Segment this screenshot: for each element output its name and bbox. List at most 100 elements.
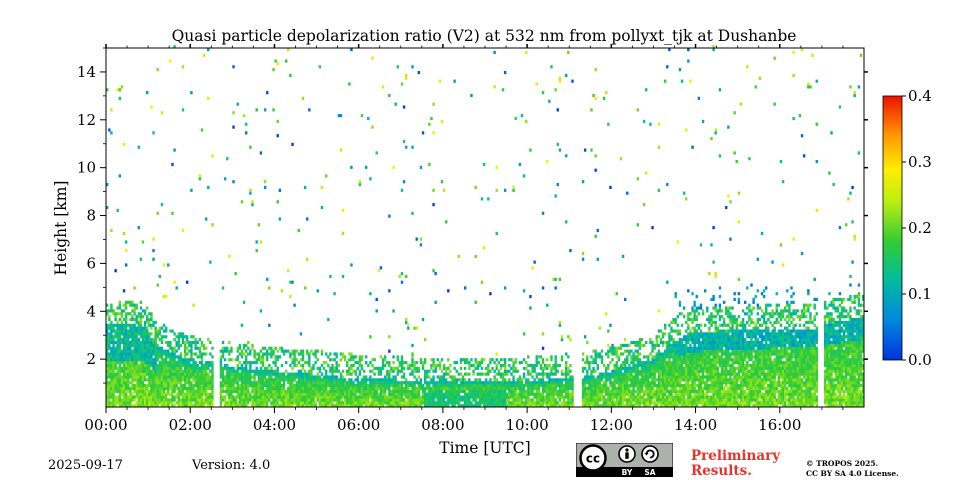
- heatmap-cell: [680, 338, 684, 342]
- heatmap-cell: [459, 378, 463, 382]
- heatmap-cell: [497, 398, 501, 402]
- heatmap-cell: [127, 358, 130, 362]
- heatmap-cell: [207, 378, 210, 382]
- heatmap-cell: [674, 294, 677, 299]
- heatmap-cell: [308, 401, 311, 405]
- heatmap-cell: [219, 349, 223, 353]
- heatmap-cell: [674, 343, 677, 347]
- heatmap-cell: [276, 355, 279, 359]
- heatmap-cell: [379, 384, 383, 388]
- heatmap-cell: [676, 375, 680, 379]
- heatmap-cell: [112, 404, 115, 408]
- heatmap-cell: [133, 346, 136, 350]
- heatmap-cell: [230, 349, 233, 353]
- heatmap-cell: [352, 355, 355, 359]
- heatmap-cell: [512, 401, 515, 405]
- heatmap-cell: [162, 401, 166, 405]
- heatmap-cell: [139, 381, 143, 385]
- heatmap-cell: [621, 404, 625, 408]
- heatmap-cell: [621, 372, 625, 376]
- heatmap-cell: [512, 369, 515, 373]
- heatmap-cell: [259, 381, 263, 385]
- heatmap-cell: [173, 358, 176, 362]
- heatmap-cell: [560, 381, 564, 385]
- heatmap-cell: [388, 389, 391, 393]
- heatmap-cell: [539, 384, 543, 388]
- heatmap-cell: [133, 404, 136, 408]
- heatmap-cell: [400, 369, 404, 373]
- heatmap-cell: [691, 352, 694, 356]
- heatmap-cell: [190, 91, 193, 95]
- heatmap-cell: [303, 372, 307, 376]
- heatmap-cell: [129, 366, 132, 370]
- heatmap-cell: [122, 363, 126, 368]
- heatmap-cell: [666, 386, 669, 391]
- heatmap-cell: [689, 386, 692, 391]
- heatmap-cell: [685, 386, 688, 391]
- heatmap-cell: [223, 384, 227, 388]
- heatmap-cell: [369, 361, 372, 365]
- heatmap-cell: [139, 315, 143, 319]
- heatmap-cell: [659, 369, 663, 373]
- heatmap-cell: [118, 303, 122, 307]
- heatmap-cell: [287, 378, 290, 382]
- heatmap-cell: [253, 375, 256, 379]
- heatmap-cell: [337, 381, 341, 385]
- heatmap-cell: [447, 389, 450, 393]
- heatmap-cell: [438, 398, 442, 402]
- heatmap-cell: [148, 404, 151, 408]
- heatmap-cell: [188, 372, 191, 376]
- heatmap-cell: [554, 88, 557, 92]
- heatmap-cell: [520, 114, 524, 118]
- heatmap-cell: [663, 386, 667, 391]
- heatmap-cell: [676, 381, 680, 385]
- heatmap-cell: [668, 338, 671, 342]
- heatmap-cell: [135, 335, 138, 339]
- heatmap-cell: [489, 389, 492, 393]
- heatmap-cell: [510, 384, 513, 388]
- heatmap-cell: [327, 395, 330, 399]
- heatmap-cell: [478, 404, 482, 408]
- heatmap-cell: [413, 361, 416, 365]
- heatmap-cell: [590, 404, 593, 408]
- heatmap-cell: [611, 386, 614, 391]
- heatmap-cell: [609, 401, 612, 405]
- heatmap-cell: [333, 386, 336, 391]
- heatmap-cell: [247, 398, 250, 402]
- heatmap-cell: [118, 312, 122, 316]
- heatmap-cell: [619, 386, 623, 391]
- heatmap-cell: [482, 395, 486, 399]
- heatmap-cell: [693, 369, 696, 373]
- heatmap-cell: [274, 389, 277, 393]
- heatmap-cell: [670, 378, 673, 382]
- heatmap-cell: [689, 398, 692, 402]
- heatmap-cell: [476, 389, 479, 393]
- heatmap-cell: [141, 352, 145, 356]
- heatmap-cell: [137, 389, 140, 393]
- heatmap-cell: [339, 384, 343, 388]
- heatmap-cell: [508, 384, 511, 388]
- heatmap-cell: [108, 338, 111, 342]
- heatmap-cell: [280, 289, 284, 293]
- heatmap-cell: [137, 329, 140, 333]
- heatmap-cell: [177, 369, 180, 373]
- heatmap-cell: [196, 346, 199, 350]
- heatmap-cell: [329, 395, 332, 399]
- heatmap-cell: [167, 361, 170, 365]
- heatmap-cell: [670, 404, 673, 408]
- heatmap-cell: [139, 398, 143, 402]
- heatmap-cell: [476, 401, 479, 405]
- heatmap-cell: [687, 395, 690, 399]
- heatmap-cell: [508, 386, 511, 391]
- heatmap-cell: [192, 404, 195, 408]
- heatmap-cell: [569, 249, 572, 253]
- heatmap-cell: [171, 381, 174, 385]
- heatmap-cell: [173, 395, 176, 399]
- heatmap-cell: [390, 398, 393, 402]
- heatmap-cell: [152, 381, 155, 385]
- heatmap-cell: [358, 398, 362, 402]
- heatmap-cell: [219, 375, 223, 379]
- heatmap-cell: [287, 372, 290, 376]
- heatmap-cell: [626, 375, 629, 379]
- heatmap-cell: [226, 401, 229, 405]
